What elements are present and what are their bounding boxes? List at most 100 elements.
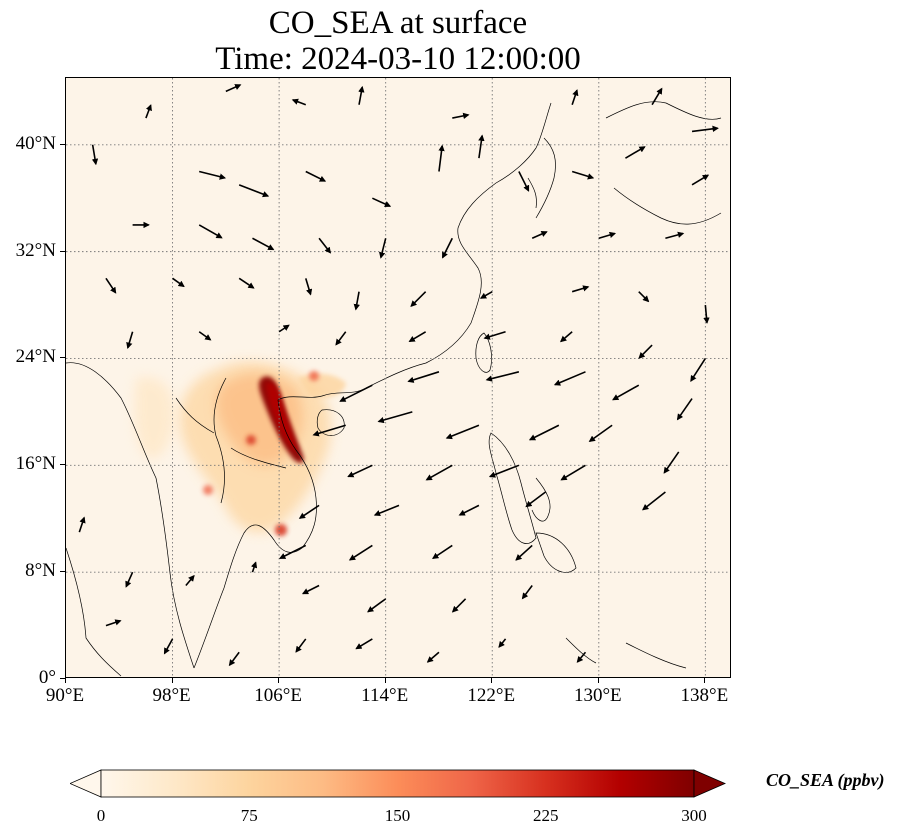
colorbar-tick-label: 150 [384,806,411,825]
longitude-tick-label: 130°E [573,685,622,706]
wind-arrow [651,87,663,106]
wind-arrow [377,411,413,424]
wind-arrow [458,504,480,516]
wind-arrow [612,384,640,401]
colorbar [70,769,726,798]
wind-arrow [571,89,579,105]
wind-arrow [438,144,445,172]
wind-arrow [295,638,307,653]
wind-arrow [379,238,387,259]
colorbar-under-extension [70,769,102,798]
wind-arrow [225,84,242,93]
wind-arrow [91,144,99,166]
wind-arrow [238,184,270,198]
wind-arrow [105,619,122,627]
wind-arrow [126,331,134,349]
wind-arrow [703,304,710,324]
wind-arrow [483,330,506,340]
wind-arrow [125,571,134,588]
wind-arrow [525,491,546,508]
colorbar-label: CO_SEA (ppbv) [766,770,885,790]
longitude-tick-mark [384,678,386,683]
wind-arrow [515,544,533,561]
graticule [66,78,730,677]
wind-arrow [445,424,480,440]
longitude-tick-label: 114°E [361,685,409,706]
wind-arrow [528,424,560,441]
map-canvas [66,78,730,677]
wind-arrow [298,504,320,519]
wind-arrow [451,598,467,613]
wind-arrow [452,112,470,120]
colorbar-tick-label: 225 [533,806,559,825]
latitude-tick-label: 32°N [15,239,56,261]
wind-arrow [358,85,365,105]
wind-arrow [304,278,313,296]
wind-arrow [488,464,520,478]
wind-arrow [498,638,507,648]
longitude-tick-mark [491,678,493,683]
wind-arrow [238,277,255,289]
longitude-tick-label: 98°E [152,685,191,706]
wind-arrow [279,544,307,559]
wind-arrow [228,651,240,667]
wind-arrow [347,464,373,478]
wind-arrow [372,197,392,207]
longitude-tick-label: 138°E [680,685,729,706]
latitude-tick-label: 40°N [15,132,56,154]
wind-arrow [353,291,360,311]
wind-arrow [531,231,548,239]
coastlines [66,101,722,677]
colorbar-tick-label: 75 [240,806,258,825]
figure-title: CO_SEA at surface [268,5,528,41]
wind-arrow [560,464,586,481]
wind-arrow [251,561,258,573]
wind-arrow [163,638,174,655]
colorbar-tick-label: 0 [96,806,106,825]
wind-arrow [518,171,530,192]
latitude-tick-mark [60,571,65,573]
wind-arrow [638,344,653,359]
latitude-tick-mark [60,357,65,359]
longitude-tick-mark [65,678,66,683]
wind-arrow [408,331,427,343]
wind-arrow [638,291,650,303]
wind-arrow [278,324,290,333]
colorbar-body [100,769,695,798]
wind-arrow [145,104,152,119]
wind-arrow [172,277,185,288]
wind-arrow [665,231,685,240]
wind-arrow [199,170,227,180]
map-panel [65,77,731,678]
wind-arrow [691,174,710,186]
wind-arrow [355,638,373,650]
longitude-tick-mark [704,678,706,683]
wind-arrow [553,371,586,386]
wind-arrow [588,424,613,442]
longitude-tick-label: 90°E [45,685,85,706]
wind-arrow [373,504,400,517]
wind-arrow [571,285,590,293]
wind-arrow [105,277,117,294]
longitude-tick-mark [597,678,599,683]
wind-arrow [663,451,680,474]
wind-arrow [576,651,587,663]
wind-arrow [305,170,327,182]
latitude-tick-label: 0° [38,667,56,688]
wind-arrow [367,598,387,613]
co-plume-layer [134,361,346,536]
wind-vectors [78,84,719,667]
wind-arrow [185,574,195,587]
wind-arrow [571,170,595,180]
wind-arrow [559,331,573,343]
latitude-tick-mark [60,678,65,679]
wind-arrow [78,516,86,533]
wind-arrow [485,371,520,382]
latitude-tick-mark [60,250,65,252]
longitude-tick-mark [278,678,280,683]
wind-arrow [335,331,347,346]
wind-arrow [198,331,212,341]
latitude-tick-label: 16°N [15,453,56,475]
wind-arrow [625,146,646,159]
longitude-tick-label: 122°E [467,685,516,706]
